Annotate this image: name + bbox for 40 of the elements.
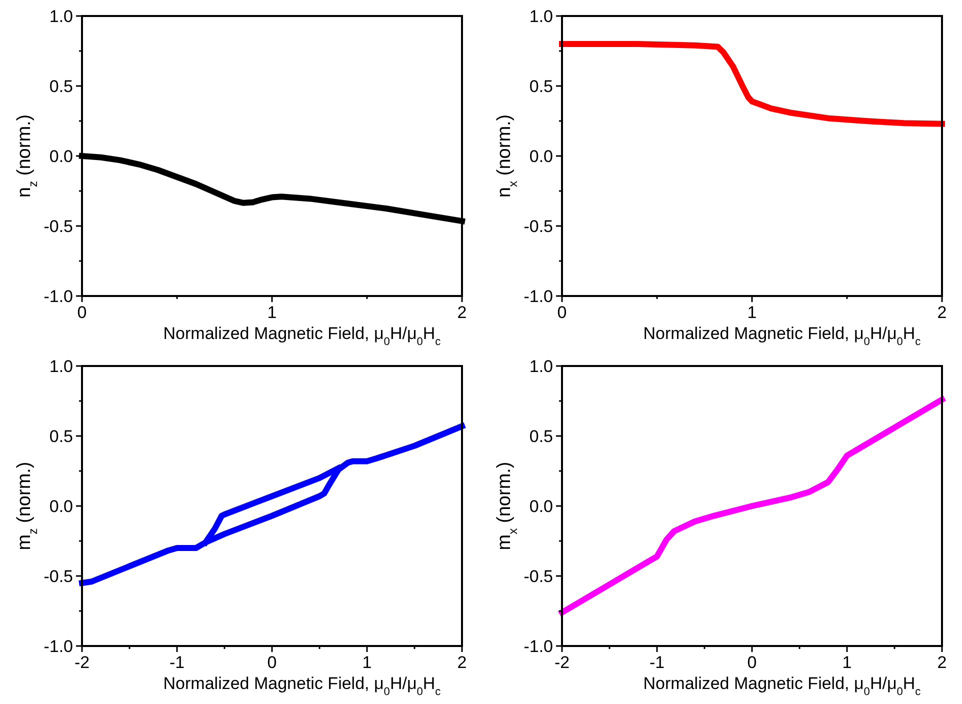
x-tick-label: 2 <box>937 303 947 322</box>
x-tick-label: 2 <box>457 653 467 672</box>
y-tick-label: -1.0 <box>524 637 553 656</box>
y-tick-label: 1.0 <box>529 7 553 26</box>
x-tick-label: 2 <box>457 303 467 322</box>
y-tick-label: -1.0 <box>524 287 553 306</box>
x-tick-label: -1 <box>649 653 665 672</box>
y-tick-label: 0.0 <box>529 147 553 166</box>
y-tick-label: 0.5 <box>529 427 553 446</box>
x-axis-title: Normalized Magnetic Field, μ$_{0}$H/μ$_{0}$H$_{c}$ <box>163 324 442 348</box>
x-tick-label: 1 <box>842 653 852 672</box>
y-tick-label: 0.0 <box>49 497 73 516</box>
y-tick-label: 0.5 <box>49 427 73 446</box>
x-axis-title: Normalized Magnetic Field, μ$_{0}$H/μ$_{0}$H$_{c}$ <box>643 324 922 348</box>
y-tick-label: 0.5 <box>49 77 73 96</box>
x-axis-title: Normalized Magnetic Field, μ$_{0}$H/μ$_{0}$H$_{c}$ <box>643 674 922 698</box>
y-tick-label: -0.5 <box>524 567 553 586</box>
y-tick-label: 0.5 <box>529 77 553 96</box>
x-tick-label: 0 <box>747 653 757 672</box>
y-tick-label: 1.0 <box>49 357 73 376</box>
y-tick-label: -0.5 <box>44 217 73 236</box>
x-tick-label: -2 <box>74 653 90 672</box>
y-tick-label: -0.5 <box>44 567 73 586</box>
x-tick-label: 1 <box>362 653 372 672</box>
x-tick-label: -2 <box>554 653 570 672</box>
x-tick-label: 0 <box>267 653 277 672</box>
y-tick-label: 1.0 <box>49 7 73 26</box>
y-tick-label: -1.0 <box>44 287 73 306</box>
x-tick-label: 1 <box>267 303 277 322</box>
y-tick-label: 1.0 <box>529 357 553 376</box>
y-tick-label: -1.0 <box>44 637 73 656</box>
y-tick-label: 0.0 <box>529 497 553 516</box>
x-tick-label: 2 <box>937 653 947 672</box>
x-tick-label: -1 <box>169 653 185 672</box>
x-tick-label: 1 <box>747 303 757 322</box>
y-tick-label: 0.0 <box>49 147 73 166</box>
x-tick-label: 0 <box>557 303 567 322</box>
y-tick-label: -0.5 <box>524 217 553 236</box>
x-tick-label: 0 <box>77 303 87 322</box>
x-axis-title: Normalized Magnetic Field, μ$_{0}$H/μ$_{0}$H$_{c}$ <box>163 674 442 698</box>
